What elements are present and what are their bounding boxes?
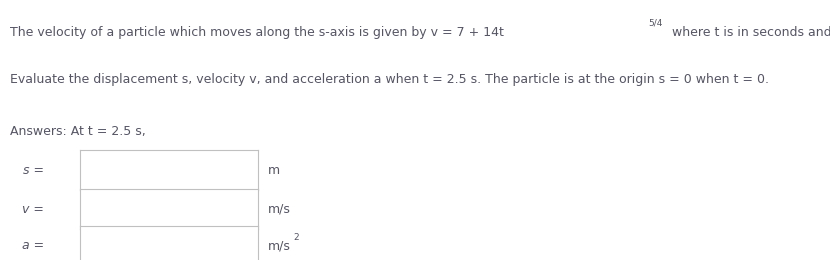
- Text: 2: 2: [293, 233, 299, 242]
- Text: where t is in seconds and v is in meters per second.: where t is in seconds and v is in meters…: [668, 26, 830, 39]
- Text: The velocity of a particle which moves along the s-axis is given by v = 7 + 14t: The velocity of a particle which moves a…: [10, 26, 504, 39]
- Text: i: i: [61, 163, 66, 178]
- Text: i: i: [61, 202, 66, 217]
- Text: v =: v =: [22, 203, 44, 216]
- Text: Answers: At t = 2.5 s,: Answers: At t = 2.5 s,: [10, 125, 146, 138]
- Text: Evaluate the displacement s, velocity v, and acceleration a when t = 2.5 s. The : Evaluate the displacement s, velocity v,…: [10, 73, 769, 86]
- Text: a =: a =: [22, 239, 44, 252]
- Text: i: i: [61, 238, 66, 253]
- Text: 5/4: 5/4: [648, 18, 662, 27]
- Text: m: m: [268, 164, 281, 177]
- Text: s =: s =: [23, 164, 44, 177]
- Text: m/s: m/s: [268, 203, 291, 216]
- Text: m/s: m/s: [268, 239, 291, 252]
